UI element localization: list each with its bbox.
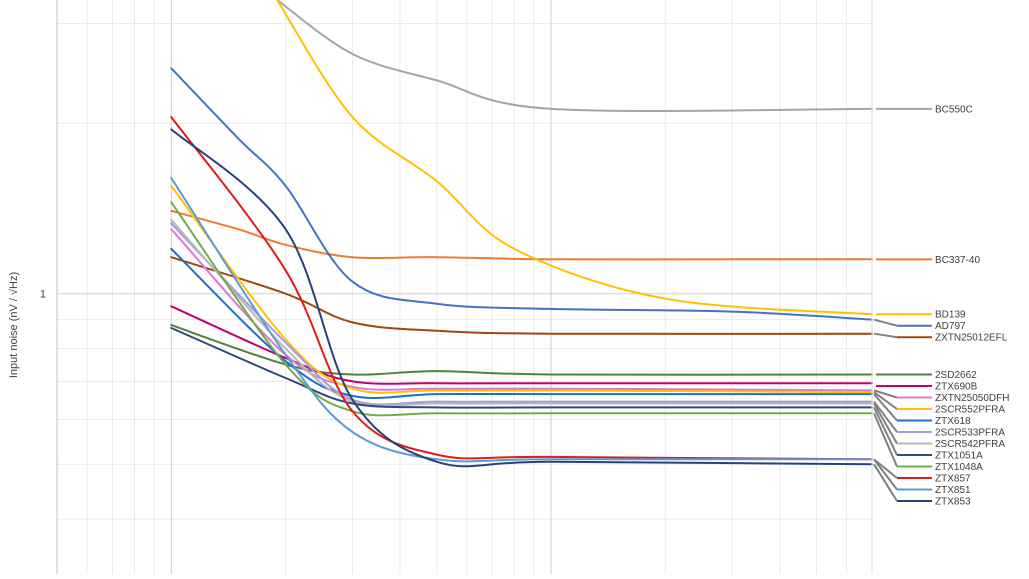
- legend-label: 2SCR533PFRA: [935, 428, 1005, 439]
- series-line-ztx853: [170, 128, 873, 468]
- legend-label: 2SD2662: [935, 370, 977, 381]
- series-line-ztx857: [170, 116, 873, 461]
- legend-item-bc337-40: BC337-40: [876, 255, 980, 266]
- series-line-ad797: [170, 67, 873, 321]
- legend-item-ztx853: ZTX853: [873, 463, 971, 508]
- legend-item-zxtn25012efl: ZXTN25012EFL: [873, 332, 1008, 344]
- legend-label: BD139: [935, 310, 966, 321]
- legend-label: ZXTN25050DFH: [935, 393, 1009, 404]
- series-line-zxtn25012efl: [170, 256, 873, 335]
- legend-item-bc550c: BC550C: [876, 104, 973, 115]
- legend-item-ad797: AD797: [873, 318, 966, 332]
- legend-label: ZTX1051A: [935, 451, 983, 462]
- legend-item-ztx1051a: ZTX1051A: [873, 406, 983, 462]
- legend-leader: [873, 412, 898, 467]
- series-line-bd139: [276, 0, 873, 316]
- legend-leader: [873, 318, 898, 327]
- legend-label: ZTX853: [935, 497, 971, 508]
- legend-label: 2SCR552PFRA: [935, 405, 1005, 416]
- legend-leader: [873, 400, 898, 433]
- legend-leader: [873, 393, 898, 422]
- legend-item-2scr552pfra: 2SCR552PFRA: [873, 391, 1005, 416]
- legend-label: 2SCR542PFRA: [935, 439, 1005, 450]
- series-line-2scr542pfra: [170, 218, 873, 408]
- legend-leader: [873, 458, 898, 491]
- legend-label: ZXTN25012EFL: [935, 333, 1008, 344]
- series-line-ztx851: [170, 177, 873, 463]
- series-line-bc550c: [276, 0, 873, 112]
- y-tick-label: 1: [40, 289, 46, 301]
- legend-label: BC550C: [935, 104, 973, 115]
- legend-item-zxtn25050dfh: ZXTN25050DFH: [873, 389, 1009, 404]
- legend-label: ZTX851: [935, 485, 971, 496]
- series-lines: [170, 0, 873, 468]
- series-line-bc337-40: [170, 209, 873, 261]
- series-line-ztx1051a: [170, 327, 873, 409]
- series-line-zxtn25050dfh: [170, 228, 873, 392]
- y-axis-title: Input noise (nV / √Hz): [8, 272, 20, 378]
- legend-label: AD797: [935, 321, 966, 332]
- legend-item-bd139: BD139: [876, 310, 966, 321]
- legend-leader: [873, 389, 898, 399]
- series-line-ztx618: [170, 247, 873, 399]
- legend-item-ztx690b: ZTX690B: [876, 382, 978, 393]
- legend-leader: [873, 406, 898, 456]
- legend-label: ZTX690B: [935, 382, 978, 393]
- legend-item-ztx1048a: ZTX1048A: [873, 412, 983, 473]
- legend-label: BC337-40: [935, 255, 980, 266]
- legend-item-ztx618: ZTX618: [873, 393, 971, 427]
- legend-leader: [873, 391, 898, 410]
- series-line-ztx690b: [170, 305, 873, 385]
- legend-leader: [873, 332, 898, 339]
- legend-leader: [873, 402, 898, 445]
- grid: [56, 0, 873, 574]
- legend-label: ZTX1048A: [935, 462, 983, 473]
- series-line-2sd2662: [170, 324, 873, 376]
- axes: 1 Input noise (nV / √Hz): [8, 0, 873, 574]
- series-line-2scr533pfra: [170, 222, 873, 406]
- series-line-2scr552pfra: [170, 184, 873, 394]
- series-line-ztx1048a: [170, 201, 873, 417]
- legend-item-2sd2662: 2SD2662: [876, 370, 977, 381]
- legend-label: ZTX618: [935, 416, 971, 427]
- legend-item-ztx857: ZTX857: [873, 458, 971, 485]
- legend-leader: [873, 463, 898, 502]
- legend-item-2scr542pfra: 2SCR542PFRA: [873, 402, 1005, 450]
- legend-leader: [873, 458, 898, 479]
- legend-item-2scr533pfra: 2SCR533PFRA: [873, 400, 1005, 439]
- legend-item-ztx851: ZTX851: [873, 458, 971, 496]
- legend-label: ZTX857: [935, 474, 971, 485]
